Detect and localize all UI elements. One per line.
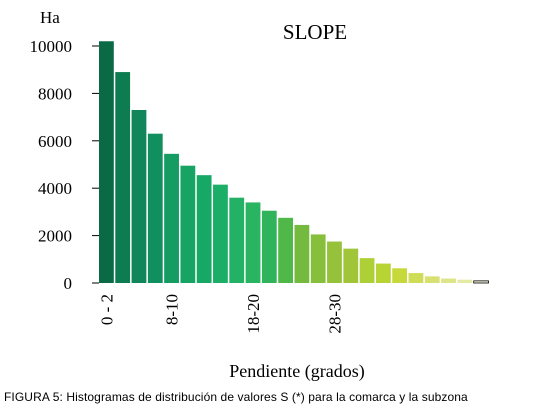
histogram-bar: [261, 210, 277, 283]
y-tick-label: 8000: [38, 84, 72, 103]
histogram-bar: [180, 165, 196, 283]
histogram-bar: [131, 109, 147, 284]
histogram-bar: [164, 153, 179, 283]
chart-title: SLOPE: [283, 20, 347, 44]
histogram-bar: [359, 258, 375, 283]
x-axis-label: Pendiente (grados): [229, 361, 364, 382]
histogram-bar: [213, 184, 228, 283]
histogram-bar: [294, 224, 310, 283]
x-tick-label: 18-20: [244, 294, 263, 334]
y-axis-label: Ha: [40, 8, 60, 27]
x-tick-label: 28-30: [326, 294, 345, 334]
figure-caption: FIGURA 5: Histogramas de distribución de…: [4, 390, 468, 404]
histogram-bar: [473, 280, 489, 284]
x-tick-label: 0 - 2: [97, 294, 116, 325]
histogram-bar: [457, 279, 473, 283]
histogram-bar: [229, 197, 245, 283]
histogram-bar: [196, 175, 212, 283]
histogram-bar: [408, 273, 424, 283]
histogram-bar: [327, 241, 342, 283]
histogram-bar: [278, 217, 293, 283]
histogram-bar: [115, 72, 131, 283]
x-axis-ticks: 0 - 2 8-10 18-20 28-30: [97, 294, 344, 334]
histogram-bar: [99, 41, 114, 284]
y-tick-label: 10000: [30, 37, 73, 56]
histogram-bar: [441, 278, 456, 283]
histogram-bar: [375, 263, 391, 283]
histogram-bar: [245, 202, 261, 283]
histogram-bar: [424, 276, 440, 283]
histogram-bar: [147, 133, 163, 283]
y-tick-label: 2000: [38, 227, 72, 246]
y-tick-label: 0: [64, 274, 73, 293]
bars-group: [99, 41, 489, 284]
histogram-bar: [392, 268, 408, 283]
x-tick-label: 8-10: [163, 294, 182, 325]
histogram-bar: [310, 234, 326, 283]
y-axis-ticks: 0 2000 4000 6000 8000 10000: [30, 37, 99, 293]
histogram-bar: [343, 248, 359, 283]
y-tick-label: 6000: [38, 132, 72, 151]
y-tick-label: 4000: [38, 179, 72, 198]
